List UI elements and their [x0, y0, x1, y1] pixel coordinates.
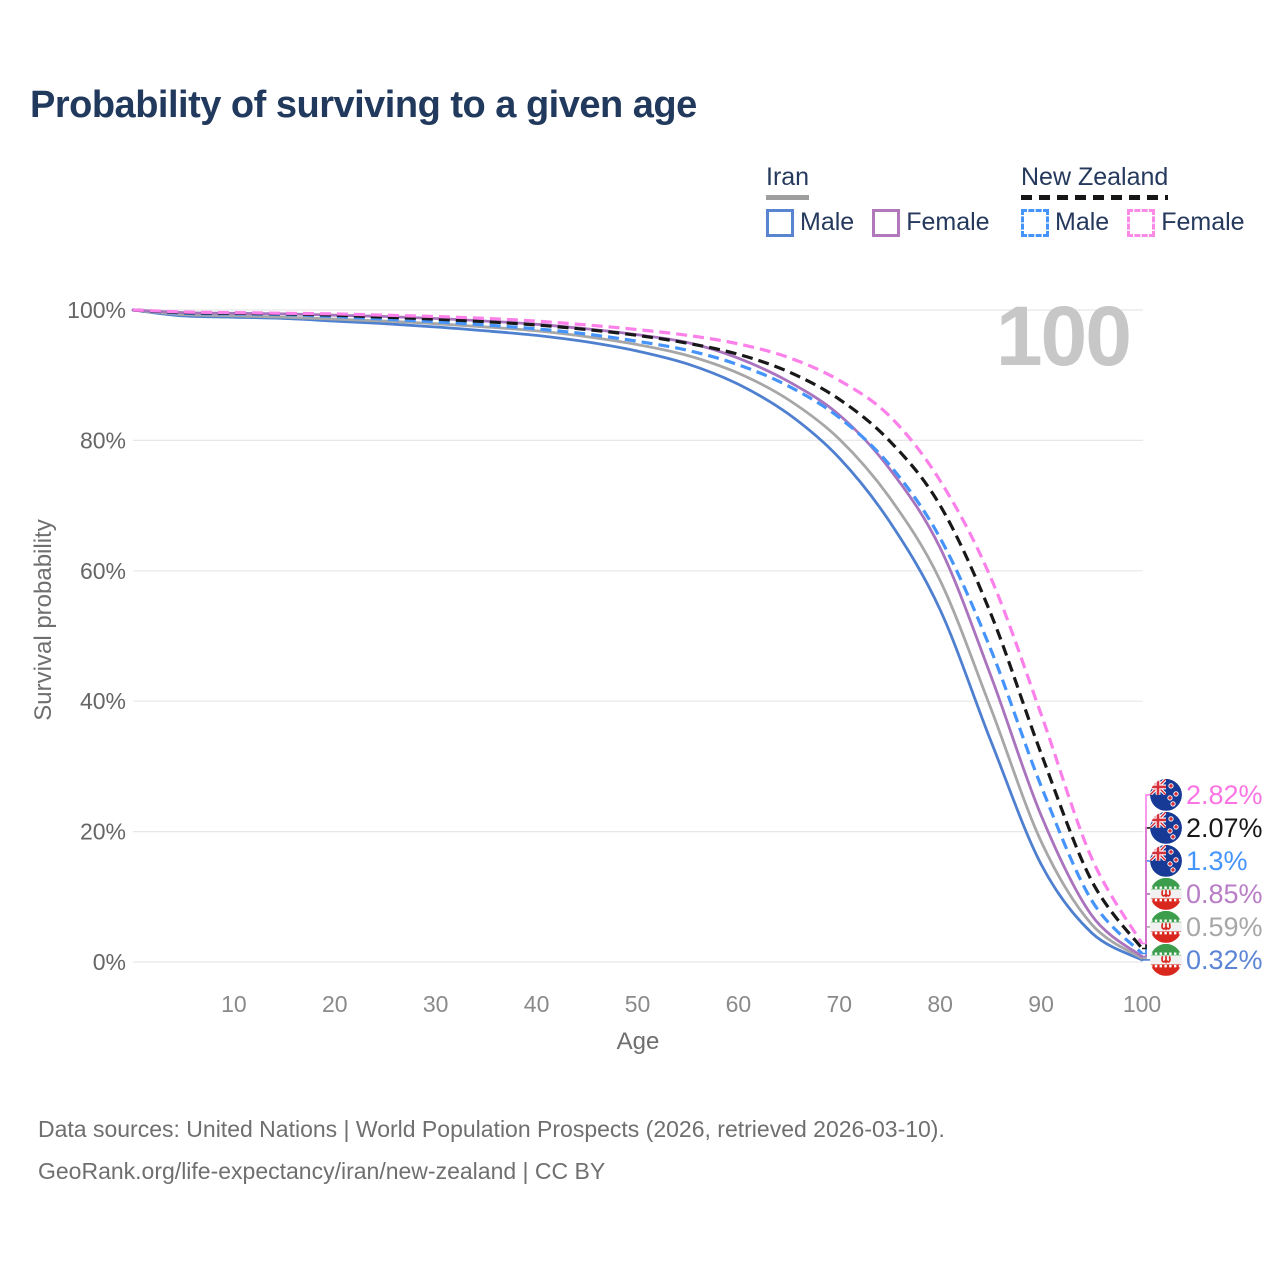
page-title: Probability of surviving to a given age — [30, 84, 697, 126]
new-zealand-flag-icon — [1150, 844, 1182, 877]
curve-iran-male[interactable] — [131, 308, 1144, 962]
x-tick-label: 70 — [827, 991, 853, 1017]
legend-group-iran: Iran Male Female — [766, 163, 990, 237]
legend-item-iran-female[interactable]: Female — [872, 208, 990, 237]
legend-item-nz-female[interactable]: Female — [1127, 208, 1245, 237]
footer: Data sources: United Nations | World Pop… — [38, 1108, 945, 1192]
legend-items-iran: Male Female — [766, 208, 990, 237]
curve-nz-female[interactable] — [132, 308, 1144, 945]
end-value-label-iran-male[interactable]: 0.32% — [1186, 945, 1263, 975]
new-zealand-flag-icon — [1150, 778, 1182, 811]
legend-item-iran-female-label: Female — [906, 208, 990, 236]
legend-group-new-zealand: New Zealand Male Female — [1021, 163, 1245, 237]
end-value-label-nz-male[interactable]: 1.3% — [1186, 846, 1248, 876]
x-tick-label: 20 — [322, 991, 348, 1017]
x-tick-label: 40 — [524, 991, 550, 1017]
x-tick-label: 50 — [625, 991, 651, 1017]
legend-country-new-zealand-label: New Zealand — [1021, 163, 1169, 191]
x-tick-label: 30 — [423, 991, 449, 1017]
x-tick-label: 80 — [927, 991, 953, 1017]
y-tick-label: 80% — [80, 427, 126, 453]
y-axis-title: Survival probability — [30, 519, 57, 721]
nz-male-swatch-icon — [1021, 208, 1049, 237]
legend-country-new-zealand[interactable]: New Zealand — [1021, 163, 1169, 200]
x-tick-label: 60 — [726, 991, 752, 1017]
y-tick-label: 20% — [80, 819, 126, 845]
x-tick-label: 100 — [1123, 991, 1161, 1017]
end-label-connector-nz-female — [1142, 794, 1150, 945]
x-axis-title: Age — [616, 1028, 660, 1055]
end-value-label-iran-total[interactable]: 0.59% — [1186, 912, 1263, 942]
iran-female-swatch-icon — [872, 208, 901, 237]
curve-nz-total[interactable] — [132, 308, 1144, 950]
legend-country-iran[interactable]: Iran — [766, 163, 810, 200]
legend-country-iran-label: Iran — [766, 163, 810, 191]
end-value-label-iran-female[interactable]: 0.85% — [1186, 879, 1263, 909]
iran-flag-icon — [1150, 910, 1182, 943]
data-sources-text: Data sources: United Nations | World Pop… — [38, 1116, 945, 1142]
iran-flag-icon — [1150, 943, 1182, 976]
iran-total-line-swatch — [766, 195, 810, 200]
y-tick-label: 100% — [67, 297, 126, 323]
nz-female-swatch-icon — [1127, 208, 1156, 237]
legend-item-iran-male-label: Male — [800, 208, 855, 236]
legend-items-new-zealand: Male Female — [1021, 208, 1245, 237]
legend-item-nz-male[interactable]: Male — [1021, 208, 1109, 237]
curve-nz-male[interactable] — [132, 308, 1144, 955]
attribution-text: GeoRank.org/life-expectancy/iran/new-zea… — [38, 1158, 606, 1184]
y-tick-label: 0% — [93, 949, 126, 975]
curve-iran-total[interactable] — [131, 308, 1144, 960]
age-watermark: 100 — [995, 289, 1132, 383]
gridlines: 100% 80% 60% 40% 20% 0% — [67, 297, 1143, 975]
iran-male-swatch-icon — [766, 208, 794, 237]
y-tick-label: 40% — [80, 688, 126, 714]
legend-item-nz-male-label: Male — [1055, 208, 1110, 236]
x-tick-label: 90 — [1028, 991, 1054, 1017]
end-value-label-nz-total[interactable]: 2.07% — [1186, 813, 1263, 843]
legend-item-nz-female-label: Female — [1161, 208, 1245, 236]
end-value-label-nz-female[interactable]: 2.82% — [1186, 780, 1263, 810]
legend-item-iran-male[interactable]: Male — [766, 208, 854, 237]
new-zealand-flag-icon — [1150, 811, 1182, 844]
new-zealand-total-line-swatch — [1021, 195, 1169, 200]
y-tick-label: 60% — [80, 558, 126, 584]
x-tick-label: 10 — [221, 991, 247, 1017]
curve-iran-female[interactable] — [131, 308, 1144, 958]
iran-flag-icon — [1150, 877, 1182, 910]
